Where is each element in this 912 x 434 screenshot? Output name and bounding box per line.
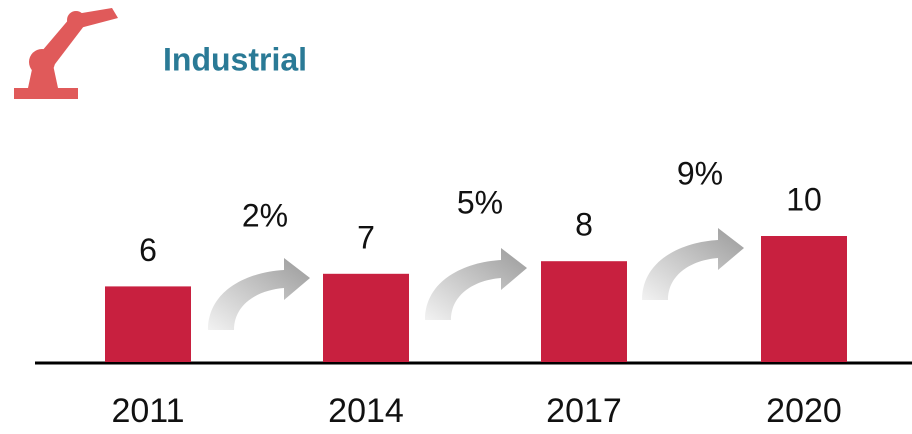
value-label: 6 bbox=[139, 232, 157, 268]
robot-arm-icon bbox=[14, 8, 118, 99]
growth-arrow bbox=[208, 258, 310, 330]
value-label: 7 bbox=[357, 219, 375, 255]
growth-label: 9% bbox=[677, 155, 723, 191]
x-tick-label: 2011 bbox=[111, 392, 184, 430]
x-tick-label: 2020 bbox=[766, 392, 842, 430]
x-tick-label: 2017 bbox=[546, 392, 622, 430]
growth-arrow bbox=[425, 248, 527, 320]
chart-title: Industrial bbox=[163, 41, 307, 77]
bar bbox=[541, 261, 627, 362]
growth-arrow bbox=[642, 228, 744, 300]
x-tick-label: 2014 bbox=[328, 392, 404, 430]
bar bbox=[323, 273, 409, 362]
bar bbox=[105, 286, 191, 362]
value-label: 8 bbox=[575, 207, 593, 243]
value-label: 10 bbox=[786, 181, 822, 217]
growth-label: 2% bbox=[242, 197, 288, 233]
growth-label: 5% bbox=[457, 184, 503, 220]
bar bbox=[761, 236, 847, 362]
